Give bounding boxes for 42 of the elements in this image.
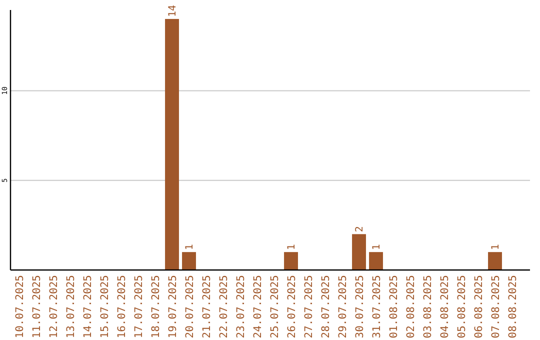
bar: [165, 18, 179, 270]
x-tick-label: 21.07.2025: [201, 275, 213, 338]
x-tick-label: 26.07.2025: [286, 275, 298, 338]
data-label: 14: [168, 4, 178, 17]
data-label: 1: [184, 244, 196, 250]
x-tick-label: 17.07.2025: [133, 275, 145, 338]
x-tick-label: 13.07.2025: [65, 275, 77, 338]
x-tick-label: 10.07.2025: [14, 275, 26, 338]
x-tick-label: 20.07.2025: [184, 275, 196, 338]
bar: [284, 252, 298, 270]
data-label: 1: [372, 244, 382, 250]
bar: [369, 252, 383, 270]
x-tick-label: 14.07.2025: [82, 275, 94, 338]
bar: [488, 252, 502, 270]
x-tick-label: 22.07.2025: [218, 275, 230, 338]
x-tick-label: 15.07.2025: [99, 275, 111, 338]
x-tick-label: 08.08.2025: [507, 275, 519, 338]
bar: [352, 234, 366, 270]
x-tick-label: 06.08.2025: [473, 275, 485, 338]
x-tick-label: 27.07.2025: [303, 275, 315, 338]
x-tick-label: 18.07.2025: [150, 275, 162, 338]
x-tick-label: 11.07.2025: [31, 275, 43, 338]
x-tick-label: 12.07.2025: [48, 275, 60, 338]
x-tick-label: 23.07.2025: [235, 275, 247, 338]
x-tick-label: 16.07.2025: [116, 275, 128, 338]
x-tick-label: 02.08.2025: [405, 275, 417, 338]
x-tick-label: 01.08.2025: [388, 275, 400, 338]
bar: [182, 252, 196, 270]
x-tick-label: 04.08.2025: [439, 275, 451, 338]
x-tick-label: 25.07.2025: [269, 275, 281, 338]
x-tick-label: 19.07.2025: [167, 275, 179, 338]
x-tick-label: 05.08.2025: [456, 275, 468, 338]
x-tick-label: 03.08.2025: [422, 275, 434, 338]
x-tick-label: 24.07.2025: [252, 275, 264, 338]
x-tick-label: 31.07.2025: [371, 275, 383, 338]
x-tick-label: 28.07.2025: [320, 275, 332, 338]
data-label: 1: [286, 244, 298, 250]
x-tick-label: 30.07.2025: [354, 275, 366, 338]
data-label: 1: [490, 244, 502, 250]
data-label: 2: [354, 226, 366, 232]
x-tick-label: 07.08.2025: [490, 275, 502, 338]
x-tick-label: 29.07.2025: [337, 275, 349, 338]
